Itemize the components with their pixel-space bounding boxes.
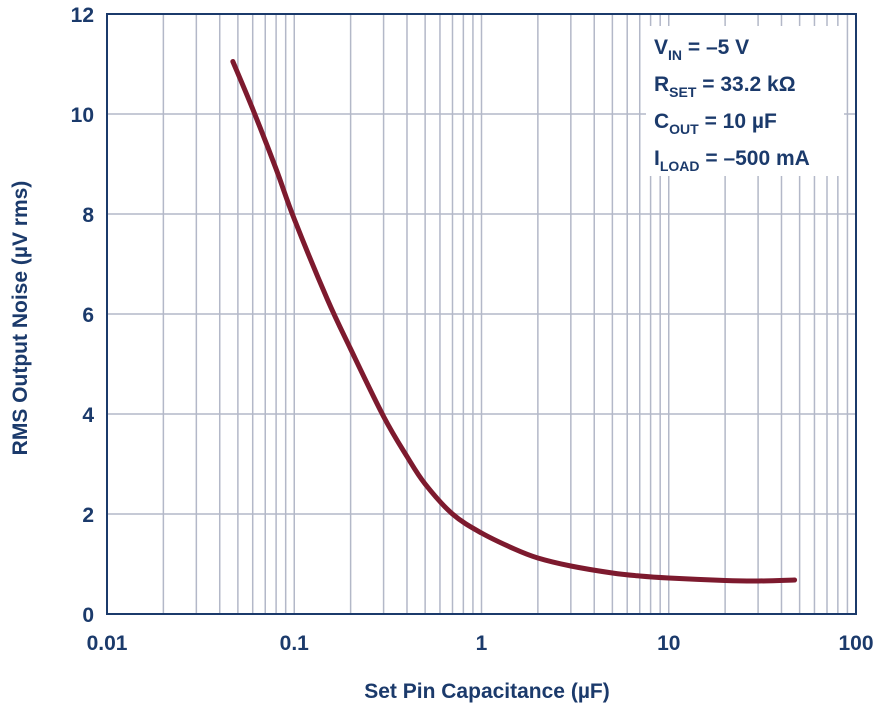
x-tick-label: 0.01 (87, 632, 128, 655)
annotation-background (646, 26, 844, 176)
plot-frame (106, 13, 857, 615)
x-tick-label: 100 (838, 632, 873, 655)
series-line (230, 59, 798, 584)
y-tick-label: 12 (71, 4, 94, 27)
y-axis-title: RMS Output Noise (µV rms) (9, 181, 32, 456)
y-tick-label: 0 (82, 604, 94, 627)
y-tick-label: 6 (82, 304, 94, 327)
x-tick-label: 10 (657, 632, 680, 655)
annotation-line: ILOAD = –500 mA (654, 147, 810, 174)
y-tick-label: 2 (82, 504, 94, 527)
series-layer (230, 59, 798, 584)
y-tick-label: 10 (71, 104, 94, 127)
x-axis-title: Set Pin Capacitance (µF) (364, 680, 610, 703)
x-tick-label: 0.1 (280, 632, 310, 655)
x-tick-labels: 0.01 0.1 1 10 100 (87, 632, 874, 655)
y-tick-label: 8 (82, 204, 94, 227)
y-tick-labels: 0 2 4 6 8 10 12 (71, 4, 95, 627)
annotation-line: VIN = –5 V (654, 36, 749, 63)
annotation-line: RSET = 33.2 kΩ (654, 73, 796, 100)
annotation-box: VIN = –5 V RSET = 33.2 kΩ COUT = 10 µF ILOA… (646, 26, 844, 176)
y-tick-label: 4 (82, 404, 94, 427)
x-tick-label: 1 (476, 632, 488, 655)
annotation-line: COUT = 10 µF (654, 110, 777, 137)
